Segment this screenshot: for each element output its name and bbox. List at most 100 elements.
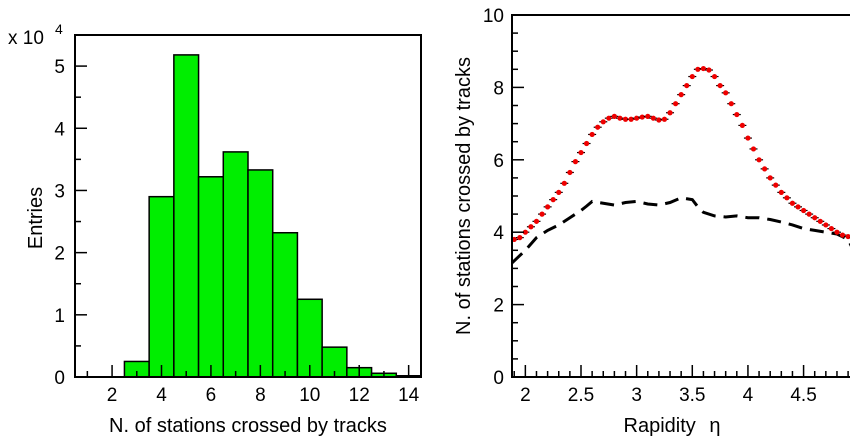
data-point [723,90,729,96]
data-point [567,169,573,176]
data-point [778,189,784,195]
data-point [512,236,517,243]
x-tick-label: 2.5 [568,385,594,406]
data-point [583,140,590,147]
histogram-frame [74,34,422,378]
y-tick-label: 0 [493,368,504,389]
data-point [617,115,623,121]
data-point [834,229,840,235]
x-tick-label: 3 [631,385,642,406]
data-point [839,232,846,238]
rapidity-series [512,65,850,265]
data-point [684,82,690,89]
rapidity-frame [511,14,850,378]
data-point [795,204,801,210]
histogram-bar [296,298,323,378]
y-tick-label: 6 [493,151,504,172]
data-point [717,82,723,89]
data-point [533,218,540,224]
data-point [706,67,712,73]
y-tick-label: 4 [493,223,504,244]
histogram-x-axis-label: N. of stations crossed by tracks [109,415,387,437]
y-tick-label: 2 [54,244,65,265]
data-point [661,116,668,122]
histogram-scale-label: x 10 [8,28,44,49]
data-point [750,146,757,152]
x-tick-label: 14 [398,385,420,406]
data-point [650,115,656,121]
histogram-bar [271,231,299,378]
data-point [828,225,835,232]
x-tick-label: 4 [156,385,167,406]
x-tick-label: 10 [299,385,320,406]
data-point [628,116,634,122]
x-tick-label: 6 [206,385,217,406]
data-point [817,218,823,224]
data-point [667,110,673,116]
histogram-bar [148,195,175,378]
data-point [672,101,679,107]
histogram-bar [247,169,274,378]
rapidity-x-ticks: 2 2.5 3 3.5 4 4.5 [513,365,849,406]
data-point [728,101,734,107]
data-point [545,204,551,210]
data-point [539,211,545,217]
data-point [556,189,562,195]
rapidity-x-axis-label-text: Rapidity [624,415,696,437]
dashed-series-line [512,196,850,265]
data-point [745,135,751,141]
data-point [739,122,745,129]
histogram-y-axis-label: Entries [25,187,47,249]
x-tick-label: 8 [255,385,266,406]
data-point [522,229,528,235]
y-tick-label: 1 [54,306,65,327]
data-point [517,235,523,241]
data-point [762,166,768,172]
x-tick-label: 4.5 [790,385,816,406]
x-tick-label: 12 [349,385,370,406]
data-point [578,149,584,156]
data-point [806,211,812,217]
y-tick-label: 4 [54,119,65,140]
data-point [561,180,567,186]
data-point [689,73,695,80]
data-point [572,159,579,165]
data-point [845,233,850,240]
x-tick-label: 3.5 [679,385,705,406]
data-point [600,119,606,125]
data-point [767,175,773,181]
histogram-bar [173,54,200,378]
data-point [695,66,701,72]
y-tick-label: 0 [54,368,65,389]
rapidity-x-axis-label-symbol: η [709,415,720,437]
x-tick-label: 4 [743,385,754,406]
data-point [606,115,612,121]
y-tick-label: 8 [493,78,504,99]
data-point [800,207,807,214]
y-tick-label: 3 [54,181,65,202]
histogram-scale-exponent: 4 [55,21,63,37]
data-point [645,113,651,119]
histogram-bars [123,54,422,378]
data-point [773,182,779,188]
histogram-x-ticks: 2 4 6 8 10 12 14 [86,365,420,406]
data-point [700,65,707,72]
data-point [734,111,740,118]
data-point [678,92,684,98]
x-tick-label: 2 [107,385,118,406]
data-point [756,157,762,163]
data-point [611,113,617,119]
rapidity-y-axis-label: N. of stations crossed by tracks [453,57,475,335]
data-point [550,197,556,203]
data-point [622,116,629,122]
y-tick-label: 5 [54,57,65,78]
y-tick-label: 10 [483,6,504,27]
data-point [656,117,662,123]
x-tick-label: 2 [520,385,531,406]
data-point [589,131,595,138]
rapidity-panel: 2 2.5 3 3.5 4 4.5 02 4 6 8 10 N. of stations cros… [453,6,850,437]
histogram-y-ticks: 0 1 2 3 4 5 [54,34,87,389]
rapidity-y-ticks: 0 2 4 6 8 10 [483,6,524,389]
